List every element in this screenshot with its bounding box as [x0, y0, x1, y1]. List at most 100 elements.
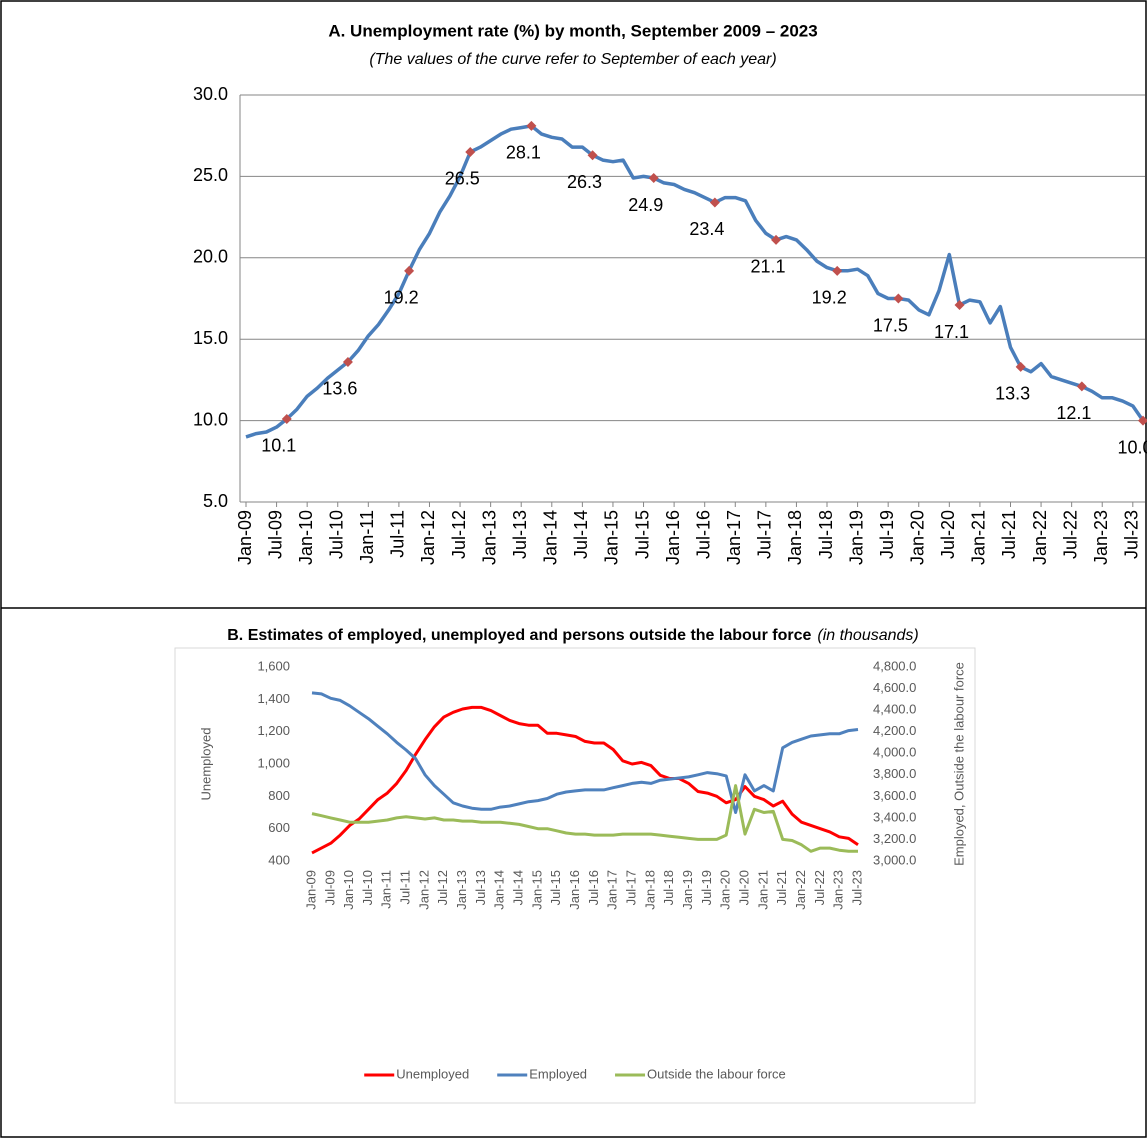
data-label: 13.6	[322, 379, 357, 399]
title-note: (in thousands)	[817, 627, 918, 644]
y-tick-label: 30.0	[193, 84, 228, 104]
marker	[954, 300, 965, 311]
x-tick-label: Jan-21	[755, 870, 770, 910]
x-tick-label: Jan-12	[418, 510, 438, 565]
series-line	[245, 124, 1145, 439]
data-label: 10.1	[261, 436, 296, 456]
x-tick-label: Jul-15	[632, 510, 652, 559]
data-label: 23.4	[689, 219, 724, 239]
y-tick-label: 1,200	[257, 723, 290, 738]
data-label: 17.1	[934, 322, 969, 342]
x-tick-label: Jan-13	[479, 510, 499, 565]
x-tick-label: Jan-16	[663, 510, 683, 565]
x-tick-label: Jan-13	[454, 870, 469, 910]
x-tick-label: Jul-13	[473, 870, 488, 905]
y2-tick-label: 3,000.0	[873, 852, 916, 867]
y-tick-label: 600	[268, 820, 290, 835]
marker	[404, 265, 415, 276]
y-tick-label: 800	[268, 788, 290, 803]
series-line	[311, 691, 859, 814]
x-tick-label: Jan-14	[541, 510, 561, 565]
x-tick-label: Jan-17	[724, 510, 744, 565]
x-tick-label: Jul-19	[877, 510, 897, 559]
y-tick-label: 20.0	[193, 247, 228, 267]
x-tick-label: Jul-21	[999, 510, 1019, 559]
y2-axis-title: Employed, Outside the labour force	[951, 662, 966, 866]
y2-tick-label: 3,600.0	[873, 788, 916, 803]
legend-label: Employed	[529, 1066, 587, 1081]
y-tick-label: 25.0	[193, 165, 228, 185]
x-tick-label: Jan-16	[567, 870, 582, 910]
marker	[1138, 415, 1147, 426]
x-tick-label: Jan-10	[296, 510, 316, 565]
data-label: 28.1	[506, 143, 541, 163]
x-tick-label: Jul-11	[398, 870, 413, 904]
y-tick-label: 1,400	[257, 691, 290, 706]
y-tick-label: 15.0	[193, 328, 228, 348]
chart-1: 400 600 800 1,000 1,200 1,400 1,600 3,000.0 3,20…	[198, 658, 966, 1081]
series-line	[311, 705, 859, 855]
x-tick-label: Jan-14	[492, 870, 507, 910]
data-label: 26.3	[567, 172, 602, 192]
x-tick-label: Jul-09	[265, 510, 285, 559]
x-tick-label: Jan-22	[1030, 510, 1050, 565]
x-tick-label: Jan-23	[1091, 510, 1111, 565]
data-label: 13.3	[995, 384, 1030, 404]
x-tick-label: Jul-23	[1122, 510, 1142, 559]
y2-tick-label: 3,400.0	[873, 809, 916, 824]
x-tick-label: Jul-14	[571, 510, 591, 559]
x-tick-label: Jan-18	[785, 510, 805, 565]
x-tick-label: Jul-20	[736, 870, 751, 905]
x-tick-label: Jan-10	[341, 870, 356, 910]
x-tick-label: Jan-09	[235, 510, 255, 565]
marker	[771, 234, 782, 245]
x-tick-label: Jan-09	[303, 870, 318, 910]
legend-item: Unemployed	[364, 1066, 469, 1081]
y-tick-label: 10.0	[193, 409, 228, 429]
x-tick-label: Jan-19	[846, 510, 866, 565]
data-label: 10.0	[1117, 437, 1147, 457]
marker	[587, 150, 598, 161]
x-tick-label: Jan-20	[908, 510, 928, 565]
x-tick-label: Jul-12	[449, 510, 469, 559]
x-tick-label: Jul-16	[586, 870, 601, 905]
marker	[648, 173, 659, 184]
title-main: B. Estimates of employed, unemployed and…	[227, 627, 811, 644]
x-tick-label: Jan-23	[831, 870, 846, 910]
x-tick-label: Jul-18	[816, 510, 836, 559]
y2-tick-label: 4,400.0	[873, 702, 916, 717]
x-tick-label: Jan-11	[357, 510, 377, 564]
x-tick-label: Jan-12	[416, 870, 431, 910]
marker	[893, 293, 904, 304]
x-tick-label: Jul-22	[1060, 510, 1080, 559]
data-label: 19.2	[384, 288, 419, 308]
y-tick-label: 1,600	[257, 658, 290, 673]
data-label: 21.1	[751, 257, 786, 277]
marker	[465, 146, 476, 157]
y2-tick-label: 4,600.0	[873, 680, 916, 695]
x-tick-label: Jan-15	[602, 510, 622, 565]
data-label: 24.9	[628, 195, 663, 215]
legend-item: Employed	[497, 1066, 587, 1081]
x-tick-label: Jan-21	[969, 510, 989, 565]
y-tick-label: 1,000	[257, 755, 290, 770]
y2-tick-label: 4,000.0	[873, 745, 916, 760]
marker	[342, 356, 353, 367]
x-tick-label: Jul-15	[548, 870, 563, 905]
legend-label: Unemployed	[396, 1066, 469, 1081]
data-label: 17.5	[873, 315, 908, 335]
legend-label: Outside the labour force	[647, 1066, 786, 1081]
chart-subtitle: (The values of the curve refer to Septem…	[369, 51, 776, 68]
x-tick-label: Jul-17	[624, 870, 639, 905]
x-tick-label: Jan-11	[379, 870, 394, 909]
chart-title: B. Estimates of employed, unemployed and…	[227, 627, 919, 644]
marker	[1076, 381, 1087, 392]
x-tick-label: Jul-09	[322, 870, 337, 905]
x-tick-label: Jul-17	[755, 510, 775, 559]
y2-tick-label: 4,800.0	[873, 658, 916, 673]
y-tick-label: 400	[268, 852, 290, 867]
chart-frame	[174, 647, 976, 1104]
x-tick-label: Jan-20	[718, 870, 733, 910]
